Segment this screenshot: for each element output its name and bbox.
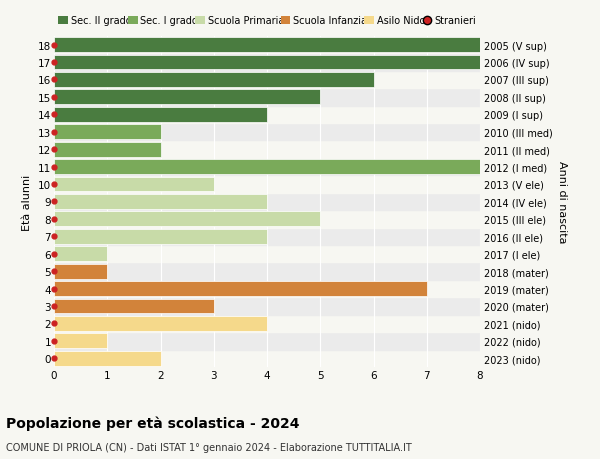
Bar [54, 350, 480, 367]
Bar [54, 247, 107, 262]
Bar [54, 142, 161, 157]
Bar [54, 228, 480, 246]
Bar [54, 316, 267, 331]
Y-axis label: Età alunni: Età alunni [22, 174, 32, 230]
Bar [54, 299, 214, 313]
Bar [54, 281, 427, 297]
Bar [54, 123, 480, 141]
Bar [54, 230, 267, 244]
Bar [54, 177, 214, 192]
Text: Popolazione per età scolastica - 2024: Popolazione per età scolastica - 2024 [6, 415, 299, 430]
Y-axis label: Anni di nascita: Anni di nascita [557, 161, 567, 243]
Text: COMUNE DI PRIOLA (CN) - Dati ISTAT 1° gennaio 2024 - Elaborazione TUTTITALIA.IT: COMUNE DI PRIOLA (CN) - Dati ISTAT 1° ge… [6, 442, 412, 452]
Bar [54, 37, 480, 54]
Bar [54, 280, 480, 297]
Bar [54, 334, 107, 348]
Bar [54, 73, 373, 88]
Bar [54, 264, 107, 279]
Bar [54, 315, 480, 332]
Bar [54, 193, 480, 211]
Bar [54, 72, 480, 89]
Bar [54, 246, 480, 263]
Bar [54, 211, 480, 228]
Bar [54, 56, 480, 70]
Bar [54, 212, 320, 227]
Bar [54, 297, 480, 315]
Bar [54, 125, 161, 140]
Legend: Sec. II grado, Sec. I grado, Scuola Primaria, Scuola Infanzia, Asilo Nido, Stran: Sec. II grado, Sec. I grado, Scuola Prim… [54, 12, 480, 30]
Bar [54, 54, 480, 72]
Bar [54, 263, 480, 280]
Bar [54, 195, 267, 209]
Bar [54, 332, 480, 350]
Bar [54, 351, 161, 366]
Bar [54, 158, 480, 176]
Bar [54, 90, 320, 105]
Bar [54, 160, 480, 174]
Bar [54, 176, 480, 193]
Bar [54, 141, 480, 158]
Bar [54, 106, 480, 123]
Bar [54, 107, 267, 123]
Bar [54, 38, 480, 53]
Bar [54, 89, 480, 106]
